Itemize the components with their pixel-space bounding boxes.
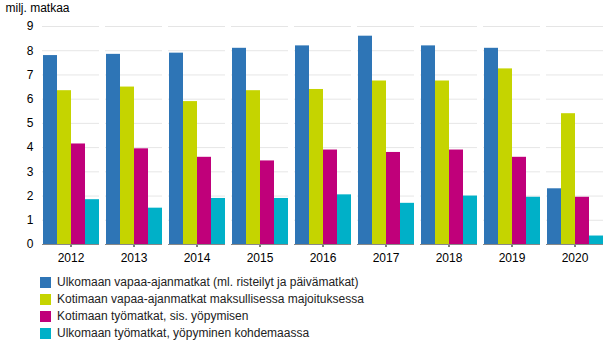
svg-text:9: 9 [27, 19, 34, 33]
svg-text:0: 0 [27, 237, 34, 251]
svg-text:5: 5 [27, 116, 34, 130]
html-text:Ulkomaan työmatkat, yöpyminen: Ulkomaan työmatkat, yöpyminen kohdemaass… [57, 326, 310, 340]
svg-text:2015: 2015 [247, 251, 274, 265]
svg-text:7: 7 [27, 68, 34, 82]
svg-text:2014: 2014 [184, 251, 211, 265]
svg-text:2017: 2017 [373, 251, 400, 265]
svg-text:2013: 2013 [121, 251, 148, 265]
svg-text:1: 1 [27, 213, 34, 227]
svg-text:2019: 2019 [499, 251, 526, 265]
html-text:Kotimaan vapaa-ajanmatkat maks: Kotimaan vapaa-ajanmatkat maksullisessa … [57, 292, 364, 306]
svg-text:2018: 2018 [436, 251, 463, 265]
svg-text:2020: 2020 [562, 251, 589, 265]
svg-text:2016: 2016 [310, 251, 337, 265]
svg-text:2012: 2012 [58, 251, 85, 265]
svg-text:8: 8 [27, 44, 34, 58]
svg-text:4: 4 [27, 140, 34, 154]
html-text:Ulkomaan vapaa-ajanmatkat (ml.: Ulkomaan vapaa-ajanmatkat (ml. risteilyt… [57, 275, 359, 289]
svg-text:6: 6 [27, 92, 34, 106]
svg-text:3: 3 [27, 165, 34, 179]
html-text:Kotimaan työmatkat, sis. yöpym: Kotimaan työmatkat, sis. yöpymisen [57, 309, 249, 323]
svg-text:2: 2 [27, 189, 34, 203]
svg-text:milj. matkaa: milj. matkaa [6, 1, 70, 15]
